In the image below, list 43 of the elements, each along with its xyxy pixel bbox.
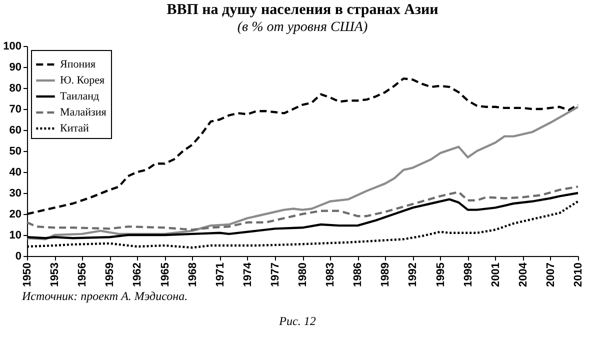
text: Рис. 12 bbox=[278, 314, 317, 329]
x-tick-label: 1983 bbox=[324, 262, 337, 287]
x-tick-label: 2004 bbox=[517, 262, 530, 287]
x-tick-label: 1974 bbox=[242, 262, 254, 287]
x-tick-label: 1959 bbox=[104, 262, 116, 287]
line-series bbox=[26, 186, 580, 231]
y-tick-label: 60 bbox=[9, 124, 22, 136]
x-tick-label: 1962 bbox=[132, 262, 144, 287]
y-tick-label: 0 bbox=[15, 250, 22, 262]
y-tick-label: 100 bbox=[3, 40, 22, 52]
y-tick-label: 50 bbox=[9, 146, 22, 158]
x-tick-label: 1980 bbox=[297, 262, 309, 287]
y-tick-label: 80 bbox=[9, 82, 22, 94]
x-tick-label: 2007 bbox=[544, 262, 557, 287]
x-tick-label: 1971 bbox=[214, 262, 226, 287]
x-tick-label: 1977 bbox=[269, 262, 282, 287]
x-tick-label: 1998 bbox=[462, 262, 474, 287]
x-tick-label: 1950 bbox=[22, 262, 34, 287]
x-tick-label: 1992 bbox=[407, 262, 420, 287]
x-tick-label: 1995 bbox=[434, 262, 447, 287]
y-tick-label: 40 bbox=[9, 166, 22, 178]
chart-subtitle: (в % от уровня США) bbox=[237, 20, 368, 35]
legend-label: Япония bbox=[60, 58, 96, 70]
legend-label: Ю. Корея bbox=[60, 74, 105, 86]
line-series bbox=[26, 106, 580, 240]
text: Источник: проект А. Мэдисона. bbox=[22, 289, 189, 304]
y-tick-label: 90 bbox=[9, 62, 22, 74]
y-tick-label: 10 bbox=[9, 230, 22, 242]
chart-title: ВВП на душу населения в странах Азии bbox=[166, 2, 439, 18]
y-tick-label: 30 bbox=[9, 188, 22, 200]
x-tick-label: 1968 bbox=[186, 262, 199, 287]
legend-label: Малайзия bbox=[60, 106, 106, 118]
y-tick-label: 20 bbox=[9, 208, 22, 220]
x-tick-label: 1953 bbox=[49, 262, 62, 287]
x-tick-label: 2001 bbox=[490, 262, 502, 287]
x-tick-label: 1986 bbox=[352, 262, 364, 287]
x-tick-label: 1956 bbox=[76, 262, 89, 287]
x-tick-label: 1965 bbox=[159, 262, 172, 287]
x-tick-label: 2010 bbox=[572, 262, 584, 287]
legend-label: Китай bbox=[60, 122, 90, 134]
x-tick-label: 1989 bbox=[380, 262, 392, 287]
legend-label: Таиланд bbox=[60, 90, 100, 102]
y-tick-label: 70 bbox=[9, 104, 22, 116]
